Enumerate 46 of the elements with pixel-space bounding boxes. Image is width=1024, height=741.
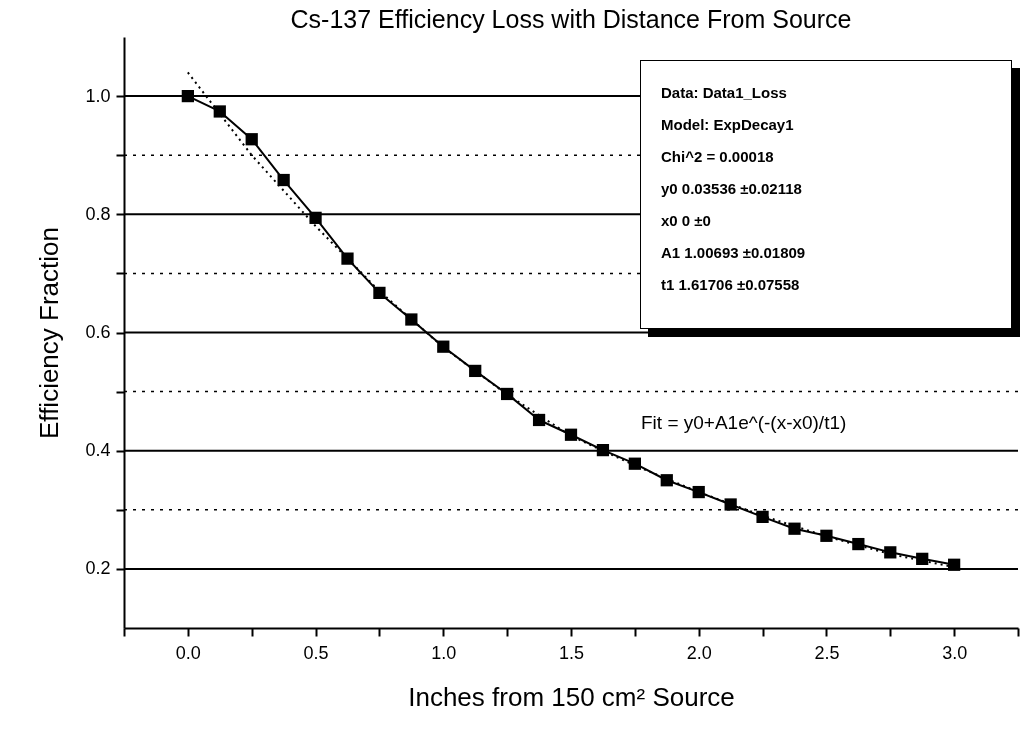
- point: [437, 340, 450, 353]
- point: [373, 286, 386, 300]
- point: [756, 510, 769, 524]
- point: [405, 313, 418, 326]
- annotation: t1 1.61706 ±0.07558: [661, 275, 801, 295]
- annotation: Fit = y0+A1e^(-(x-x0)/t1): [641, 412, 847, 433]
- point: [788, 522, 801, 535]
- point: [820, 529, 833, 542]
- chart-title: Cs-137 Efficiency Loss with Distance From Source: [290, 5, 852, 33]
- x-tick-label: 1.0: [431, 642, 457, 663]
- point: [532, 413, 546, 427]
- point: [564, 428, 578, 441]
- point: [628, 457, 641, 470]
- point: [948, 558, 961, 571]
- point: [852, 537, 865, 551]
- point: [692, 485, 705, 499]
- x-tick-label: 0.5: [303, 642, 329, 663]
- annotation: x0 0 ±0: [661, 211, 712, 231]
- x-tick-label: 1.5: [558, 642, 585, 663]
- point: [341, 252, 354, 265]
- point: [916, 552, 929, 565]
- x-tick-label: 0.0: [175, 642, 201, 663]
- y-tick-label: 0.4: [85, 440, 111, 461]
- y-tick-label: 0.6: [85, 322, 111, 342]
- point: [181, 89, 194, 103]
- point: [596, 443, 610, 457]
- y-tick-label: 1.0: [85, 85, 111, 106]
- x-axis-title: Inches from 150 cm² Source: [408, 681, 735, 712]
- y-tick-label: 0.8: [85, 203, 111, 224]
- annotation: Data: Data1_Loss: [661, 83, 788, 103]
- point: [724, 498, 737, 511]
- point: [213, 105, 226, 118]
- y-axis-title: Efficiency Fraction: [34, 227, 65, 439]
- x-tick-label: 2.5: [814, 642, 840, 663]
- point: [884, 546, 897, 559]
- x-tick-label: 3.0: [942, 642, 968, 663]
- x-tick-label: 2.0: [686, 642, 712, 663]
- point: [501, 387, 514, 401]
- y-tick-label: 0.2: [85, 558, 111, 579]
- annotation: Model: ExpDecay1: [661, 115, 795, 135]
- point: [309, 211, 322, 224]
- annotation: Chi^2 = 0.00018: [661, 147, 775, 167]
- annotation: y0 0.03536 ±0.02118: [661, 179, 803, 199]
- point: [277, 173, 290, 187]
- annotation: A1 1.00693 ±0.01809: [661, 243, 807, 263]
- point: [245, 133, 258, 146]
